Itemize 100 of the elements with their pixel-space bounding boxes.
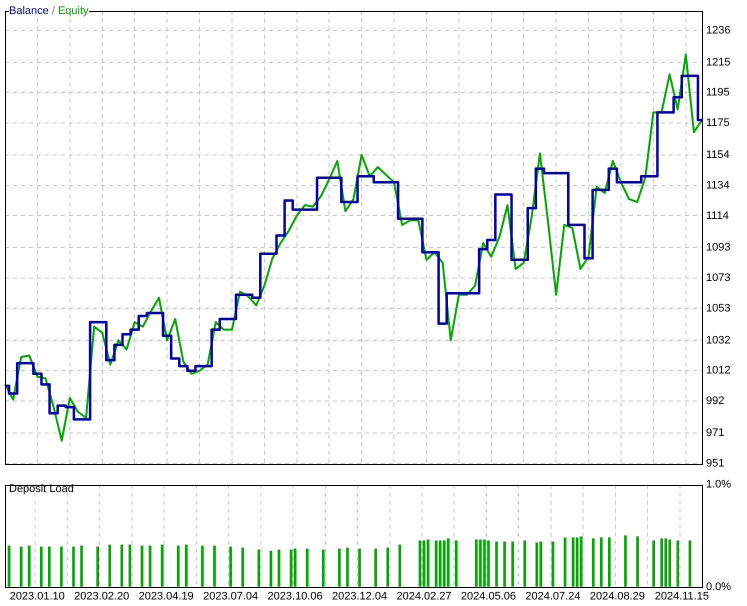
bar — [438, 540, 442, 587]
x-tick-label: 2024.08.29 — [590, 590, 645, 602]
x-tick-label: 2023.07.04 — [203, 590, 258, 602]
bar — [108, 544, 112, 587]
y-tick-label: 1134 — [706, 179, 730, 192]
bar — [257, 550, 260, 587]
chart-title: Deposit Load — [9, 483, 74, 495]
x-tick-label: 2024.07.24 — [525, 590, 580, 602]
y-tick-label: 1073 — [706, 272, 730, 284]
bar — [140, 546, 144, 587]
bar — [8, 546, 10, 587]
bar — [479, 539, 482, 587]
bar — [20, 546, 22, 587]
bar — [487, 540, 490, 587]
bar — [346, 548, 349, 587]
bar — [306, 548, 308, 587]
y-tick-label: 1175 — [706, 117, 730, 130]
bar — [668, 539, 672, 587]
bar — [418, 540, 422, 587]
y-tick-label: 1236 — [706, 24, 730, 36]
bar — [160, 544, 164, 587]
bar — [229, 546, 232, 587]
bar — [322, 550, 325, 587]
y-tick-label: 1215 — [706, 56, 730, 68]
bar — [503, 542, 506, 587]
bar — [120, 544, 124, 587]
bar — [552, 542, 554, 587]
bar — [358, 548, 361, 587]
y-tick-label: 1.0% — [706, 478, 732, 491]
bar — [386, 548, 390, 587]
annotation: / — [50, 5, 56, 17]
y-tick-label: 0.0% — [706, 580, 732, 593]
bar — [608, 537, 611, 587]
bar — [664, 538, 668, 587]
bar — [270, 550, 272, 587]
x-tick-label: 2024.11.15 — [654, 590, 709, 602]
bar — [580, 536, 582, 587]
bar — [48, 546, 51, 587]
bar — [540, 542, 542, 587]
bar — [422, 540, 426, 587]
bar — [535, 542, 538, 587]
bar — [660, 538, 664, 587]
bar — [600, 537, 603, 587]
text: Equity — [58, 5, 89, 17]
x-tick-label: 2023.04.19 — [138, 590, 194, 602]
y-tick-label: 971 — [706, 427, 724, 440]
bar — [374, 548, 377, 587]
text: Balance — [9, 5, 49, 17]
bar — [241, 548, 244, 587]
x-tick-label: 2024.02.27 — [396, 590, 452, 602]
bar — [128, 544, 132, 587]
bar — [495, 542, 498, 587]
bar — [28, 546, 31, 587]
bar — [434, 540, 438, 587]
bar — [446, 538, 450, 587]
bar — [511, 542, 514, 587]
bar — [40, 546, 43, 587]
bar — [338, 548, 341, 587]
y-tick-label: 1093 — [706, 242, 730, 254]
bar — [475, 539, 478, 587]
bar — [442, 540, 446, 587]
y-tick-label: 1053 — [706, 302, 730, 314]
bar — [576, 537, 578, 587]
bar — [213, 546, 216, 587]
y-tick-label: 1012 — [706, 364, 730, 377]
bar — [278, 550, 280, 587]
x-tick-label: 2023.10.06 — [268, 590, 323, 602]
bar — [60, 546, 63, 587]
bar — [426, 539, 430, 587]
bar — [72, 546, 75, 587]
bar — [201, 546, 204, 587]
bar — [454, 540, 458, 587]
bar — [483, 539, 486, 587]
x-tick-label: 2023.02.20 — [74, 590, 130, 602]
x-tick-label: 2024.05.06 — [460, 590, 516, 602]
bar — [636, 536, 639, 587]
bar — [184, 544, 188, 587]
bar — [398, 544, 402, 587]
y-tick-label: 1154 — [706, 148, 730, 161]
bar — [294, 548, 296, 587]
y-tick-label: 992 — [706, 395, 724, 408]
x-tick-label: 2023.01.10 — [10, 590, 65, 602]
bar — [96, 546, 99, 587]
bar — [523, 540, 526, 587]
y-tick-label: 1114 — [706, 210, 729, 222]
bar — [572, 537, 574, 587]
bar — [676, 540, 680, 587]
bar — [688, 540, 692, 587]
x-tick-label: 2023.12.04 — [332, 590, 388, 602]
bar — [290, 550, 292, 587]
bar — [592, 538, 595, 587]
y-tick-label: 1032 — [706, 334, 730, 346]
bar — [624, 535, 627, 587]
bar — [148, 546, 152, 587]
y-tick-label: 1195 — [706, 86, 730, 99]
bar — [652, 540, 655, 587]
y-tick-label: 951 — [706, 457, 724, 470]
bar — [80, 546, 83, 587]
bar — [564, 537, 566, 587]
bar — [176, 546, 180, 587]
